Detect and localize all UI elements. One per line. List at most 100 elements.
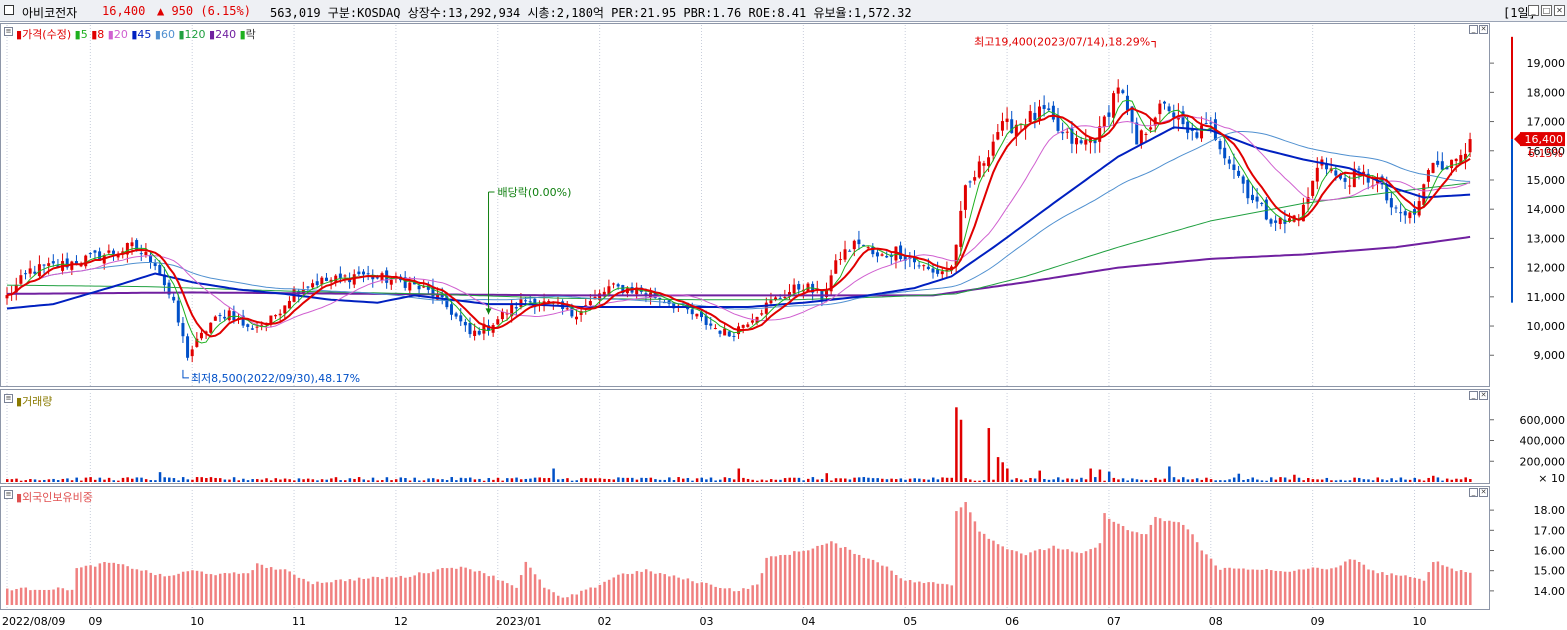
volume-bar xyxy=(654,479,657,482)
volume-bar xyxy=(140,477,143,482)
candle-body xyxy=(1311,180,1315,196)
candle-body xyxy=(24,273,28,275)
foreign-bar xyxy=(191,570,194,605)
volume-bar xyxy=(158,472,162,482)
foreign-bar xyxy=(205,573,208,605)
maximize-icon[interactable]: □ xyxy=(1541,5,1552,16)
volume-bar xyxy=(1367,479,1370,482)
candle-body xyxy=(579,311,583,315)
price-axis-label: 11,000 xyxy=(1527,291,1566,304)
candle-body xyxy=(741,324,745,328)
volume-bar xyxy=(408,480,412,482)
volume-bar xyxy=(640,477,643,482)
x-axis-label: 05 xyxy=(903,615,917,628)
candle-body xyxy=(1325,163,1329,170)
volume-bar xyxy=(1223,480,1227,482)
price-axis-label: 10,000 xyxy=(1527,320,1566,333)
foreign-bar xyxy=(788,554,791,605)
candle-body xyxy=(894,246,898,261)
foreign-bar xyxy=(1450,568,1454,605)
foreign-bar xyxy=(24,587,28,605)
volume-bar xyxy=(24,480,28,482)
candle-body xyxy=(1149,127,1153,130)
volume-bar xyxy=(904,479,907,482)
volume-bar xyxy=(941,477,944,482)
foreign-bar xyxy=(927,582,930,605)
volume-bar xyxy=(959,419,963,482)
volume-menu-icon[interactable]: ≡ xyxy=(4,394,13,403)
foreign-bar xyxy=(783,554,787,605)
volume-close-icon[interactable]: ✕ xyxy=(1479,391,1488,400)
foreign-bar xyxy=(445,568,449,605)
foreign-close-icon[interactable]: ✕ xyxy=(1479,488,1488,497)
volume-bar xyxy=(260,479,264,482)
volume-bar xyxy=(200,477,203,482)
volume-bar xyxy=(890,478,893,482)
foreign-bar xyxy=(728,588,731,605)
foreign-bar xyxy=(473,571,477,605)
volume-bar xyxy=(381,480,384,482)
minimize-icon[interactable]: _ xyxy=(1528,5,1539,16)
foreign-bar xyxy=(1353,559,1356,605)
foreign-bar xyxy=(1459,570,1463,605)
volume-bar xyxy=(1043,478,1046,482)
volume-bar xyxy=(668,477,671,482)
foreign-bar xyxy=(538,579,541,605)
panel-menu-icon[interactable]: ≡ xyxy=(4,27,13,36)
foreign-bar xyxy=(1121,526,1125,605)
close-icon[interactable]: ✕ xyxy=(1554,5,1565,16)
foreign-minimize-icon[interactable]: _ xyxy=(1469,488,1478,497)
volume-bar xyxy=(93,479,97,482)
panel-close-icon[interactable]: ✕ xyxy=(1479,25,1488,34)
period-selector[interactable]: [1일] xyxy=(1503,6,1536,20)
volume-bar xyxy=(469,477,472,482)
legend-ma45: 45 xyxy=(137,28,152,41)
volume-minimize-icon[interactable]: _ xyxy=(1469,391,1478,400)
candle-body xyxy=(519,299,523,307)
volume-bar xyxy=(80,480,83,482)
foreign-menu-icon[interactable]: ≡ xyxy=(4,490,13,499)
volume-bar xyxy=(631,477,634,482)
legend-ma20-marker: ▮ xyxy=(107,28,114,41)
foreign-bar xyxy=(223,572,227,605)
foreign-bar xyxy=(492,575,495,605)
foreign-bar xyxy=(575,594,578,605)
volume-bar xyxy=(1297,477,1301,482)
foreign-bar xyxy=(353,580,356,605)
volume-bar xyxy=(1404,479,1407,482)
foreign-bar xyxy=(732,591,736,605)
foreign-bar xyxy=(450,567,453,605)
candle-body xyxy=(838,259,842,261)
candle-body xyxy=(1255,196,1259,202)
volume-bar xyxy=(445,480,449,482)
foreign-bar xyxy=(862,557,866,605)
candle-body xyxy=(1139,130,1143,145)
foreign-bar xyxy=(973,521,977,605)
candle-body xyxy=(1343,178,1347,182)
candle-body xyxy=(709,323,713,326)
candle-body xyxy=(940,271,944,275)
price-badge-change: 6.15% xyxy=(1528,147,1563,160)
panel-minimize-icon[interactable]: _ xyxy=(1469,25,1478,34)
volume-bar xyxy=(1330,480,1333,482)
select-checkbox[interactable] xyxy=(4,5,14,15)
candle-body xyxy=(19,275,23,284)
volume-bar xyxy=(1445,478,1449,482)
x-axis-label: 09 xyxy=(1311,615,1325,628)
foreign-bar xyxy=(33,589,37,605)
volume-bar xyxy=(1399,477,1403,482)
foreign-bar xyxy=(464,567,467,605)
candle-body xyxy=(1204,123,1208,125)
foreign-bar xyxy=(441,567,444,605)
foreign-bar xyxy=(237,573,240,605)
volume-bar xyxy=(325,479,328,482)
candle-body xyxy=(463,321,467,326)
candle-body xyxy=(1348,185,1352,187)
volume-bar xyxy=(1293,474,1296,482)
volume-bar xyxy=(256,479,259,482)
volume-bar xyxy=(751,479,754,482)
foreign-bar xyxy=(705,582,708,605)
foreign-bar xyxy=(844,547,847,605)
foreign-bar xyxy=(742,588,745,605)
foreign-bar xyxy=(362,578,366,605)
